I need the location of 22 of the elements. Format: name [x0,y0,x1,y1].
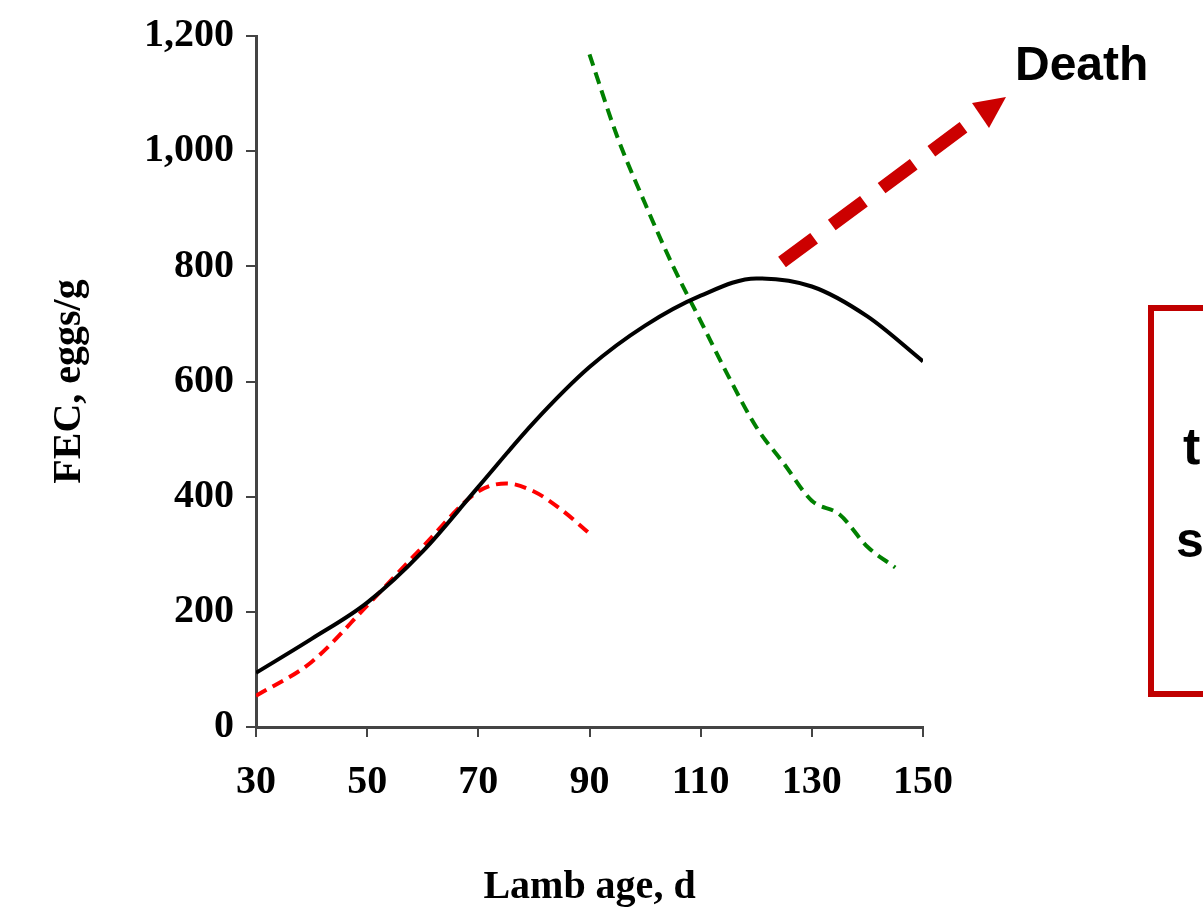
text: s [1176,512,1203,568]
y-tick-label: 0 [214,701,234,747]
x-tick-label: 50 [347,757,388,803]
y-tick-label: 600 [174,355,234,401]
x-axis-title: Lamb age, d [483,862,696,908]
text: Death [1015,37,1149,90]
x-tick-label: 30 [236,757,276,803]
x-tick-label: 90 [569,757,610,803]
x-tick-label: 150 [893,757,953,803]
y-tick-label: 400 [174,470,234,516]
line-series [587,52,898,570]
line-series [256,481,592,698]
y-tick-label: 1,200 [144,10,234,56]
y-tick-label: 1,000 [144,125,234,171]
text: t [1183,417,1201,475]
y-axis-title: FEC, eggs/g [44,279,90,484]
y-tick-label: 800 [174,240,234,286]
x-tick-label: 110 [671,757,730,803]
y-tick-label: 200 [174,586,234,632]
x-tick-label: 130 [781,757,842,803]
x-tick-label: 70 [458,757,499,803]
line-series [256,276,923,675]
